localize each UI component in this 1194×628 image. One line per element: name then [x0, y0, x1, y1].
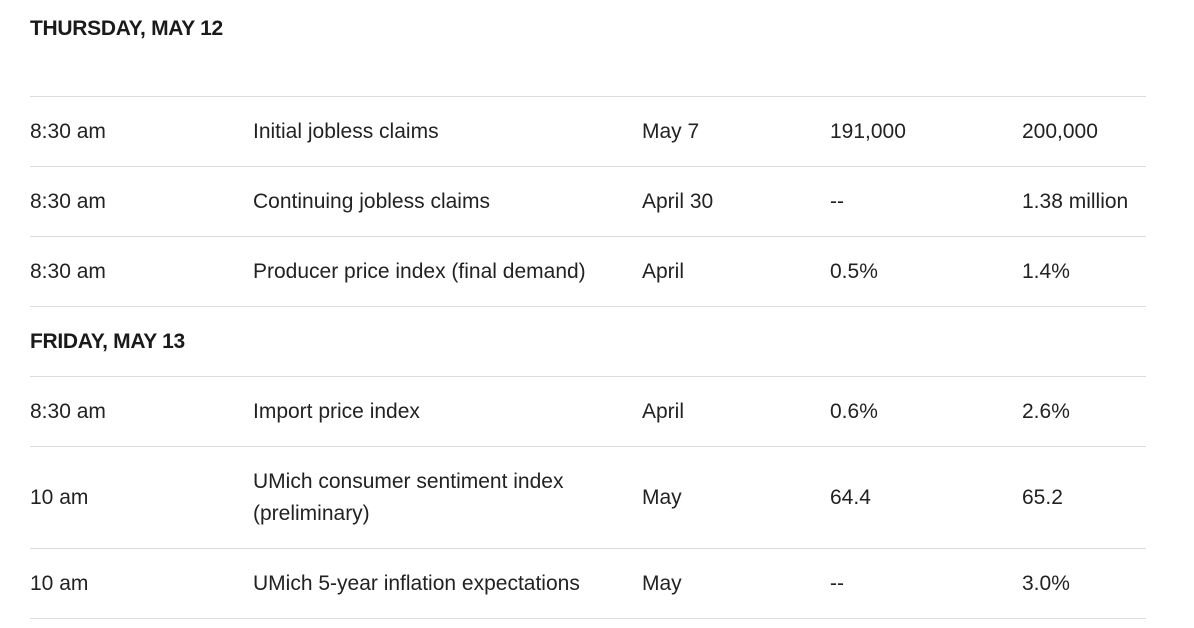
event-previous: 3.0%: [1022, 571, 1070, 595]
event-previous: 200,000: [1022, 119, 1098, 143]
event-time: 8:30 am: [30, 119, 106, 143]
economic-calendar-table: THURSDAY, MAY 12 8:30 am Initial jobless…: [30, 0, 1146, 619]
event-forecast: 0.5%: [830, 259, 878, 283]
event-time: 8:30 am: [30, 189, 106, 213]
event-period: May 7: [642, 119, 700, 143]
event-name: UMich consumer sentiment index (prelimin…: [253, 469, 564, 525]
event-forecast: 64.4: [830, 485, 871, 509]
event-previous: 65.2: [1022, 485, 1063, 509]
event-period: May: [642, 485, 682, 509]
day-label: FRIDAY, MAY 13: [30, 329, 185, 353]
event-previous: 2.6%: [1022, 399, 1070, 423]
event-forecast: --: [830, 571, 844, 595]
event-forecast: 0.6%: [830, 399, 878, 423]
table-row: 8:30 am Initial jobless claims May 7 191…: [30, 97, 1146, 167]
event-time: 10 am: [30, 485, 89, 509]
table-row: 10 am UMich consumer sentiment index (pr…: [30, 447, 1146, 549]
event-forecast: 191,000: [830, 119, 906, 143]
event-period: May: [642, 571, 682, 595]
event-name: Continuing jobless claims: [253, 189, 490, 213]
event-name: UMich 5-year inflation expectations: [253, 571, 580, 595]
event-previous: 1.4%: [1022, 259, 1070, 283]
event-time: 8:30 am: [30, 259, 106, 283]
event-time: 10 am: [30, 571, 89, 595]
event-time: 8:30 am: [30, 399, 106, 423]
event-previous: 1.38 million: [1022, 189, 1129, 213]
table-row: 8:30 am Import price index April 0.6% 2.…: [30, 377, 1146, 447]
event-period: April 30: [642, 189, 714, 213]
event-forecast: --: [830, 189, 844, 213]
event-name: Producer price index (final demand): [253, 259, 586, 283]
table-row: 8:30 am Producer price index (final dema…: [30, 237, 1146, 307]
event-name: Import price index: [253, 399, 420, 423]
table-row: 10 am UMich 5-year inflation expectation…: [30, 549, 1146, 619]
event-period: April: [642, 259, 685, 283]
event-period: April: [642, 399, 685, 423]
table-row: 8:30 am Continuing jobless claims April …: [30, 167, 1146, 237]
event-name: Initial jobless claims: [253, 119, 439, 143]
day-header-thursday: THURSDAY, MAY 12: [30, 0, 1146, 97]
day-label: THURSDAY, MAY 12: [30, 17, 223, 40]
day-header-friday: FRIDAY, MAY 13: [30, 307, 1146, 377]
